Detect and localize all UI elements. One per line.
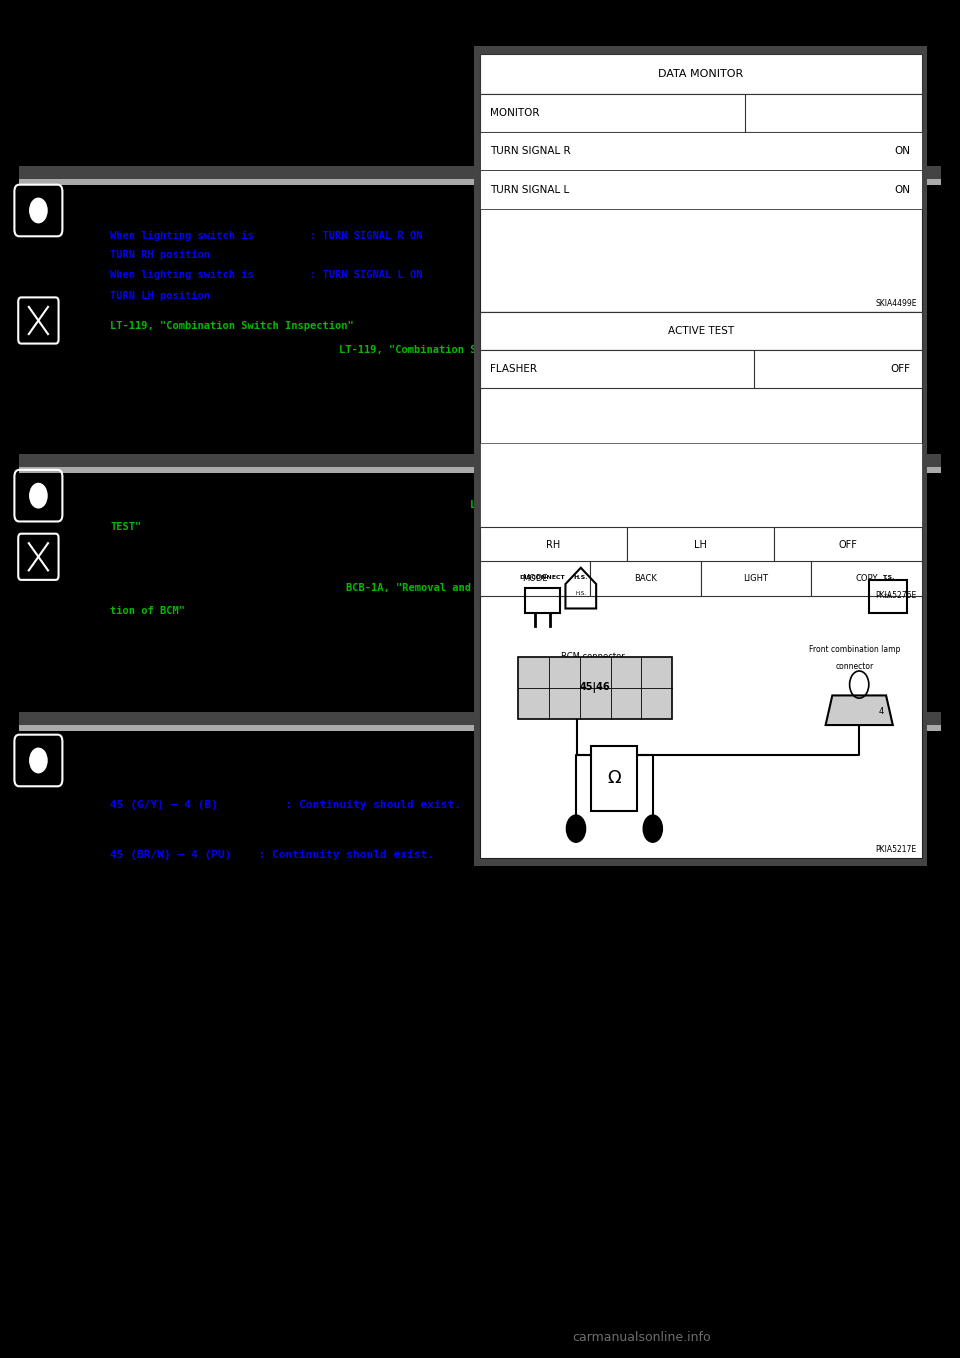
Text: TURN RH position: TURN RH position [110,250,210,259]
Text: TURN LH position: TURN LH position [110,291,210,300]
Text: LT-119, "Combination Switch Inspection": LT-119, "Combination Switch Inspection" [110,320,354,330]
Bar [19,166,941,179]
Text: TURN SIGNAL R: TURN SIGNAL R [490,147,570,156]
Bar [480,562,922,858]
Circle shape [643,815,662,842]
Bar [480,132,922,170]
Text: DISCONNECT: DISCONNECT [519,574,565,580]
Text: SKIA4499E: SKIA4499E [876,299,917,308]
Bar [480,170,922,209]
Text: 45 (BR/W) – 4 (PU)    : Continuity should exist.: 45 (BR/W) – 4 (PU) : Continuity should e… [110,850,434,860]
Text: LT-119, "Combination Switch Inspection": LT-119, "Combination Switch Inspection" [339,345,583,354]
Bar [19,725,941,731]
Circle shape [30,483,47,508]
Bar [590,561,701,596]
Text: carmanualsonline.info: carmanualsonline.info [572,1331,710,1344]
Text: COPY: COPY [855,574,877,583]
Text: 45 (G/Y) – 4 (B)          : Continuity should exist.: 45 (G/Y) – 4 (B) : Continuity should exi… [110,800,462,809]
Text: LIGHT: LIGHT [743,574,769,583]
Bar [525,588,560,612]
Text: H.S.: H.S. [575,591,587,596]
Text: FLASHER: FLASHER [490,364,537,373]
Text: OFF: OFF [890,364,910,373]
Text: T.S.: T.S. [883,593,893,599]
Text: connector: connector [835,661,874,671]
Text: BACK: BACK [635,574,657,583]
Text: RH: RH [546,540,561,550]
Polygon shape [826,695,893,725]
Bar [19,179,941,185]
Circle shape [30,198,47,223]
Text: TURN SIGNAL L: TURN SIGNAL L [490,185,569,194]
Bar [518,657,672,720]
Bar [474,554,927,866]
Text: ACTIVE TEST: ACTIVE TEST [668,326,733,337]
Bar [480,312,922,603]
Bar [480,561,590,596]
Text: tion of BCM": tion of BCM" [110,606,185,615]
Text: OFF: OFF [839,540,857,550]
Text: TEST": TEST" [110,521,142,531]
Text: When lighting switch is         : TURN SIGNAL R ON: When lighting switch is : TURN SIGNAL R … [110,231,423,240]
Text: 45|46: 45|46 [580,682,611,694]
Text: PKIA5276E: PKIA5276E [876,591,917,600]
Bar [480,94,922,132]
Bar [19,712,941,725]
Bar [591,746,637,811]
Bar [627,527,775,562]
Text: H.S.: H.S. [573,574,588,580]
Bar [480,350,922,388]
Text: ON: ON [894,185,910,194]
Bar [480,54,922,94]
Text: ON: ON [894,147,910,156]
Text: 4: 4 [878,708,884,716]
Bar [775,527,922,562]
Bar [869,580,907,612]
Bar [480,527,627,562]
Bar [474,46,927,320]
Bar [19,467,941,473]
Circle shape [566,815,586,842]
Bar [474,304,927,611]
Bar [480,569,922,587]
Text: T.S.: T.S. [881,574,895,580]
Text: BCM connector: BCM connector [562,652,625,661]
Bar [701,561,811,596]
Bar [480,312,922,350]
Text: PKIA5217E: PKIA5217E [876,845,917,854]
Text: BCB-1A, "Removal and Installa-: BCB-1A, "Removal and Installa- [346,583,533,592]
Text: LH: LH [694,540,708,550]
Bar [19,454,941,467]
Text: DATA MONITOR: DATA MONITOR [659,69,743,79]
Text: Front combination lamp: Front combination lamp [808,645,900,655]
Bar [480,443,922,539]
Bar [811,561,922,596]
Circle shape [30,748,47,773]
Text: MONITOR: MONITOR [490,109,540,118]
Text: LT-101, "ACTIVE: LT-101, "ACTIVE [470,500,564,509]
Text: When lighting switch is         : TURN SIGNAL L ON: When lighting switch is : TURN SIGNAL L … [110,270,423,280]
Bar [480,54,922,312]
Text: Ω: Ω [608,770,621,788]
Text: MODE: MODE [522,574,548,583]
